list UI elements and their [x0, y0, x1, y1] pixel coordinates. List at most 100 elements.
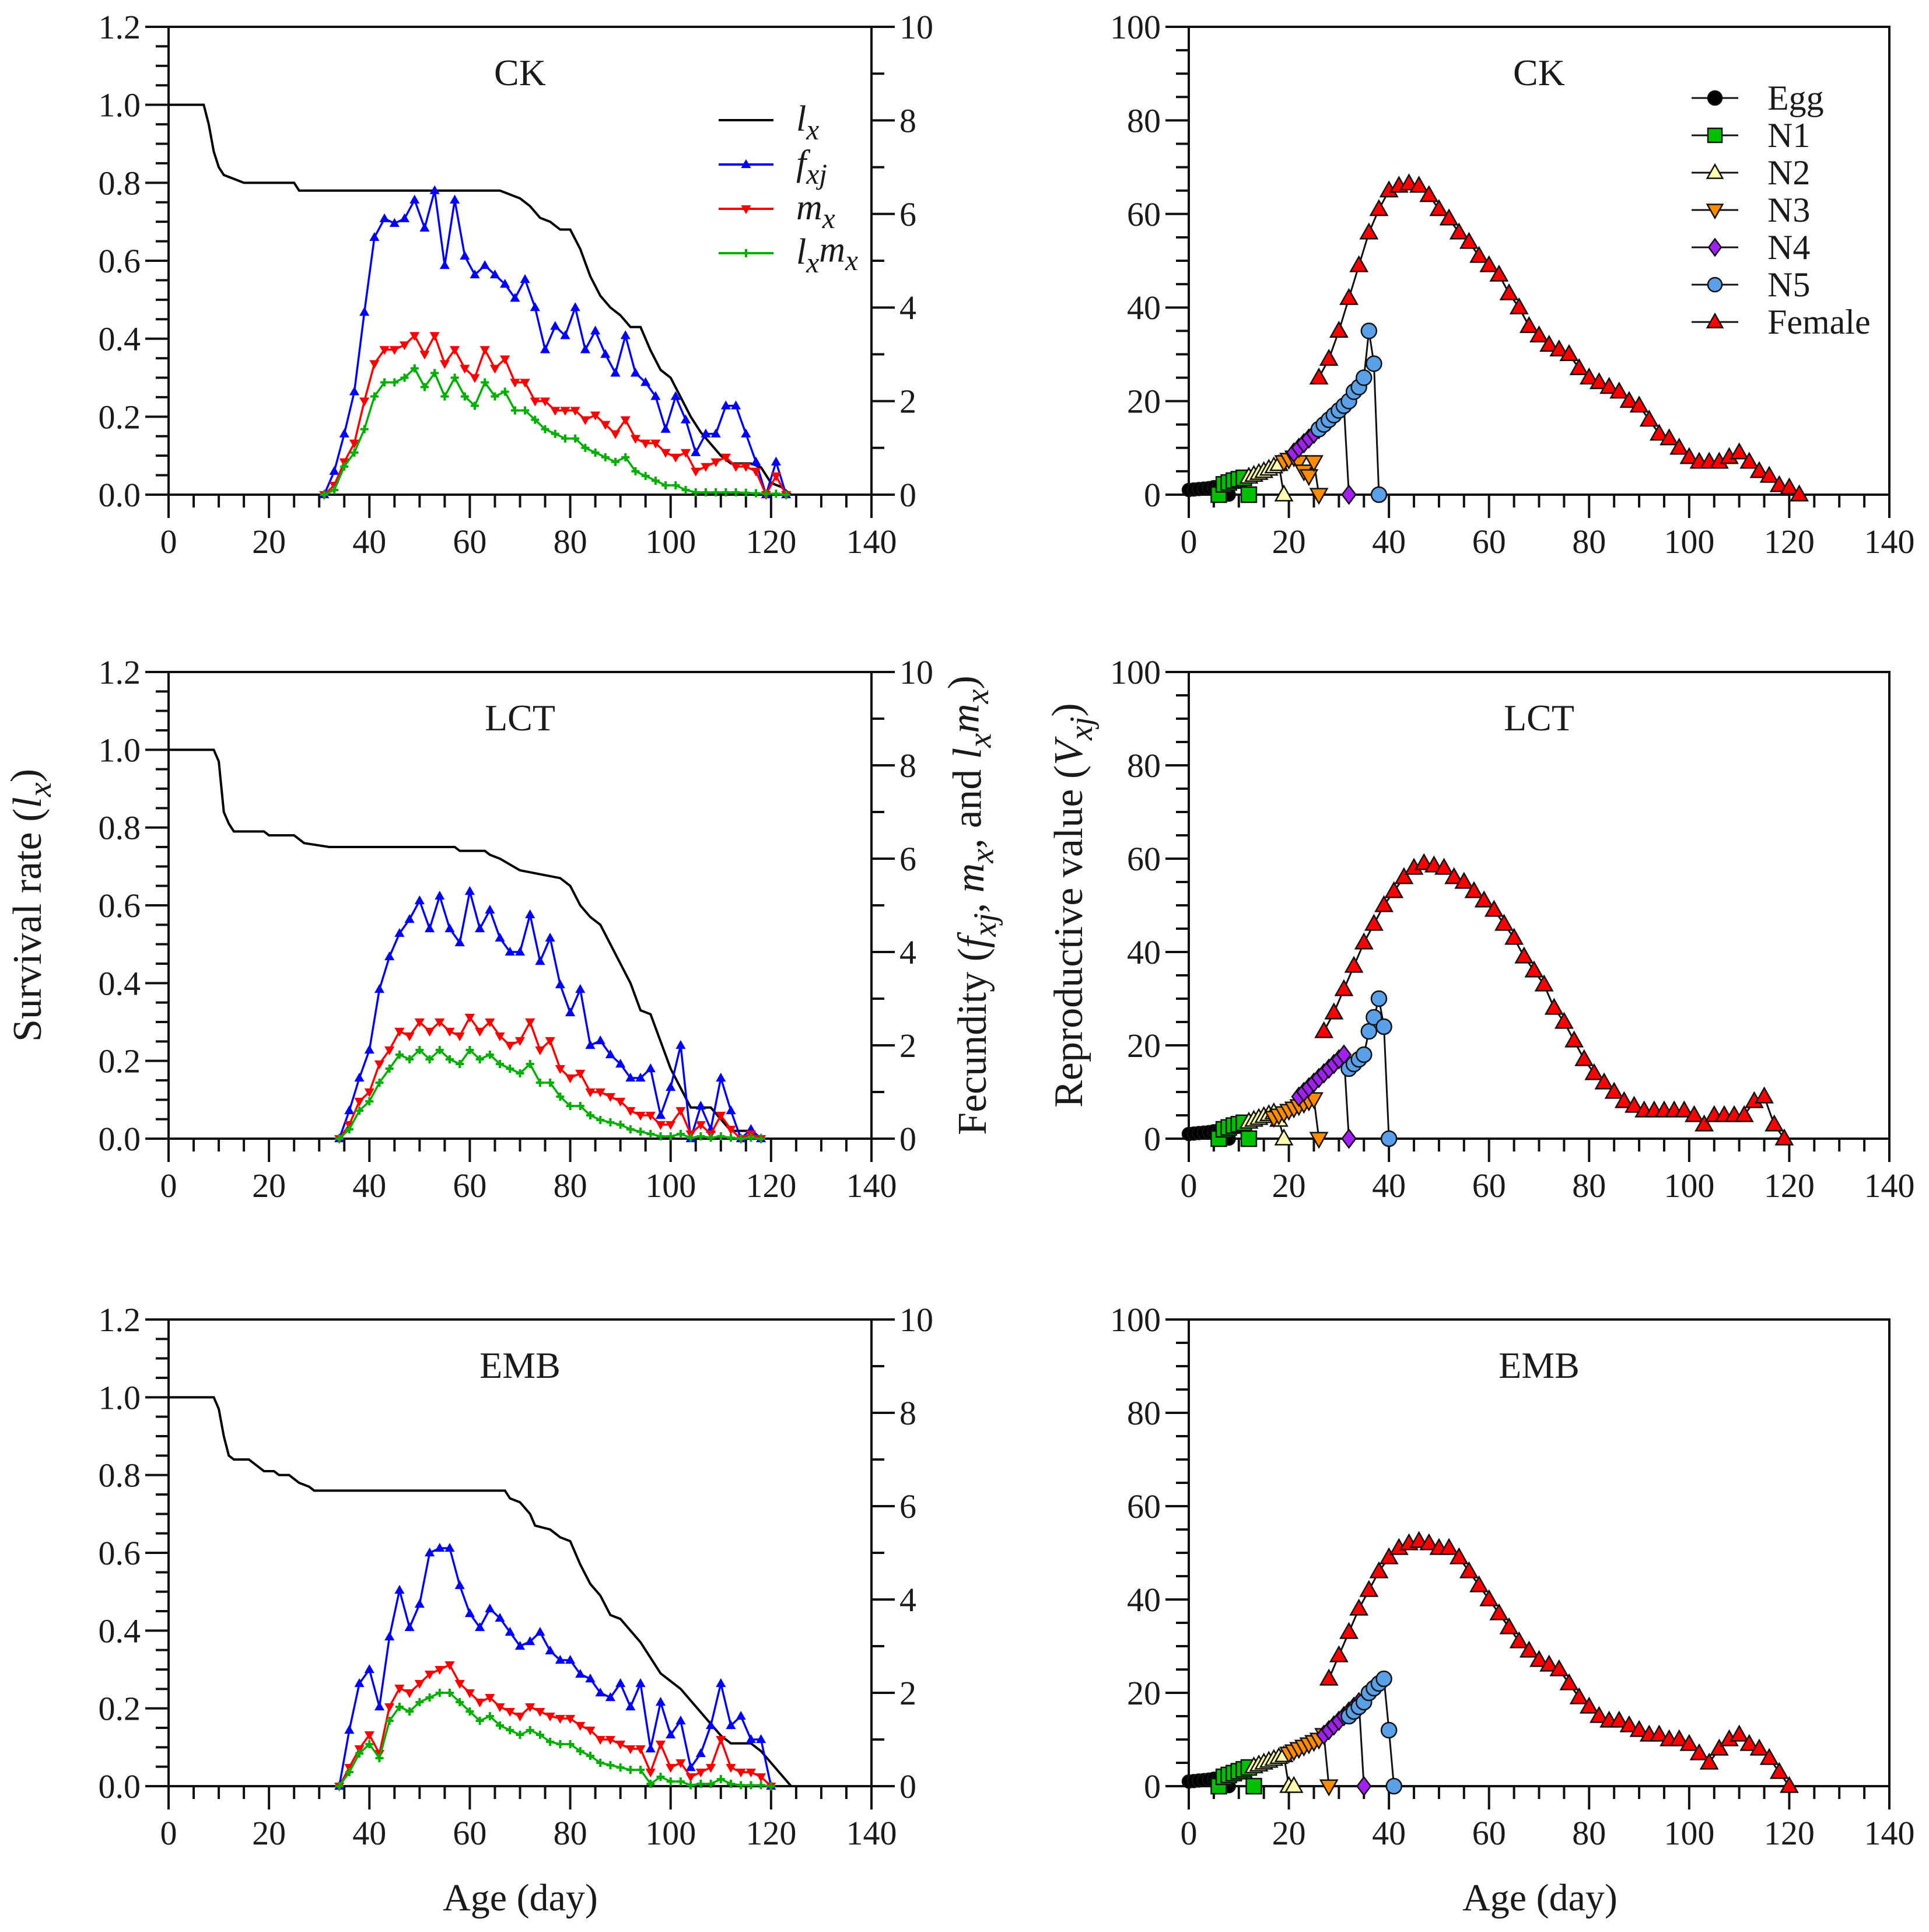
fxj-data-point: [660, 424, 671, 433]
Female-data-point: [1649, 1724, 1669, 1742]
mx-data-point: [500, 355, 510, 365]
mx-data-point: [726, 1763, 736, 1773]
Female-data-point: [1339, 288, 1359, 305]
fxj-data-point: [716, 1072, 726, 1082]
fxj-data-point: [525, 909, 535, 919]
lxmx-data-point: [521, 406, 530, 415]
mx-data-point: [404, 1032, 415, 1042]
lxmx-data-point: [782, 491, 790, 499]
lxmx-data-point: [747, 1781, 755, 1790]
Female-data-point: [1444, 867, 1464, 884]
Female-data-point: [1769, 1762, 1789, 1779]
x-tick-label: 100: [645, 523, 696, 561]
lxmx-data-point: [757, 1135, 765, 1143]
y-tick-label: 40: [1127, 933, 1161, 971]
N5-data-point: [1380, 1721, 1398, 1739]
fxj-series-line: [338, 1547, 772, 1787]
Female-data-point: [1559, 1673, 1579, 1690]
fxj-data-point: [675, 1715, 686, 1725]
panel-title: CK: [494, 52, 546, 93]
mx-data-point: [565, 1074, 576, 1084]
lxmx-data-point: [737, 1781, 745, 1790]
Female-data-point: [1424, 855, 1444, 873]
panel-title: LCT: [1504, 697, 1574, 738]
y-tick-label: 0.6: [99, 242, 141, 280]
y-tick-label: 0.0: [99, 1768, 141, 1805]
lxmx-data-point: [481, 378, 489, 387]
N3-data-point: [1304, 455, 1324, 473]
mx-data-point: [414, 1679, 425, 1689]
x-tick-label: 140: [1864, 1814, 1915, 1852]
Female-data-point: [1574, 1049, 1594, 1066]
fxj-data-point: [595, 1035, 605, 1045]
Female-data-point: [1439, 208, 1459, 226]
mx-data-point: [680, 449, 691, 458]
lxmx-data-point: [631, 467, 640, 475]
mx-data-point: [575, 1721, 586, 1731]
lxmx-data-point: [460, 392, 469, 401]
mx-data-point: [364, 1731, 374, 1741]
mx-data-point: [605, 1735, 615, 1745]
Female-data-point: [1489, 264, 1509, 282]
lxmx-data-point: [651, 476, 660, 485]
mx-data-point: [454, 1679, 465, 1689]
fxj-data-point: [495, 932, 505, 942]
N5-data-point: [1356, 369, 1373, 386]
legend-label-N5: N5: [1767, 265, 1810, 304]
Female-data-point: [1334, 979, 1354, 996]
fxj-data-point: [389, 218, 400, 227]
Female-data-point: [1519, 1640, 1539, 1658]
lxmx-data-point: [546, 1079, 555, 1087]
mx-data-point: [600, 421, 611, 430]
lxmx-data-point: [586, 1111, 594, 1119]
y2-tick-label: 10: [899, 653, 933, 691]
lxmx-data-point: [526, 1060, 534, 1068]
Female-data-point: [1695, 1114, 1714, 1132]
fxj-data-point: [435, 1542, 445, 1552]
lxmx-data-point: [475, 1717, 484, 1725]
lxmx-data-point: [656, 1773, 665, 1781]
fxj-data-point: [444, 923, 455, 933]
Female-data-point: [1609, 382, 1629, 399]
mx-data-point: [525, 1018, 535, 1028]
lxmx-data-point: [701, 488, 710, 496]
y-tick-label: 100: [1110, 653, 1161, 691]
Female-data-point: [1434, 858, 1454, 875]
mx-data-point: [394, 1684, 405, 1694]
mx-data-point: [450, 346, 460, 355]
fxj-series-line: [323, 190, 787, 498]
Female-data-point: [1324, 1002, 1344, 1020]
N3-data-point: [1319, 1779, 1339, 1797]
mx-data-point: [645, 1111, 656, 1121]
mx-data-point: [369, 360, 380, 369]
Female-data-point: [1779, 477, 1799, 495]
Female-data-point: [1619, 391, 1639, 408]
Female-data-point: [1599, 377, 1619, 394]
Female-data-point: [1734, 1105, 1754, 1122]
fxj-data-point: [354, 1072, 365, 1082]
fxj-data-point: [695, 1748, 706, 1758]
x-tick-label: 20: [1272, 523, 1306, 561]
chart-panel-life-table-emb: 0 20 40 60 80 100 120 140 0.0 0.2 0.4 0.6 0.8 1.0 1.2 0…: [99, 1301, 934, 1852]
lxmx-data-point: [576, 1102, 584, 1110]
y-tick-label: 80: [1127, 102, 1161, 139]
x-tick-label: 80: [554, 523, 587, 561]
Female-data-point: [1609, 1710, 1629, 1728]
y-tick-label: 0.6: [99, 887, 141, 925]
fxj-data-point: [510, 293, 520, 302]
Female-data-point: [1509, 297, 1529, 314]
lxmx-data-point: [395, 1051, 404, 1059]
Female-data-point: [1730, 442, 1749, 460]
Female-data-point: [1774, 1128, 1794, 1146]
fxj-data-point: [545, 932, 555, 942]
x-tick-label: 60: [1472, 1167, 1506, 1205]
mx-data-point: [685, 1773, 696, 1783]
mx-data-point: [595, 1735, 605, 1745]
mx-data-point: [495, 1703, 505, 1713]
mx-data-point: [640, 439, 651, 449]
Female-data-point: [1359, 222, 1379, 240]
N4-data-point: [1341, 484, 1357, 505]
lxmx-data-point: [375, 1079, 384, 1087]
y2-tick-label: 4: [899, 933, 916, 971]
fxj-data-point: [545, 1645, 555, 1655]
